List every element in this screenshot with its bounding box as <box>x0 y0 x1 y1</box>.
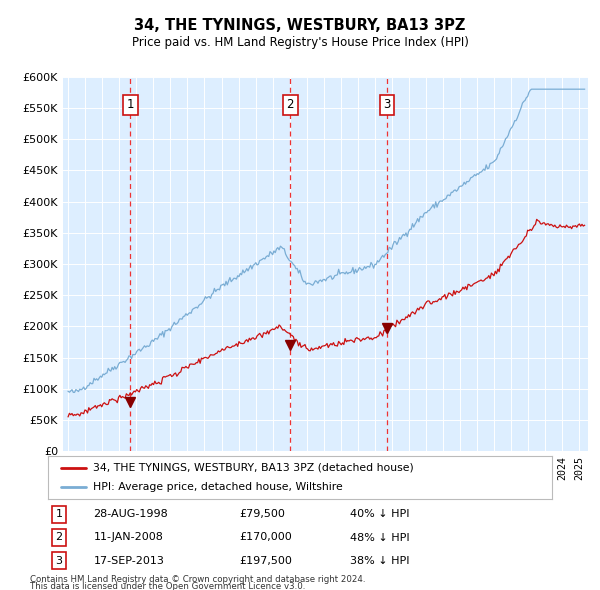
Text: 1: 1 <box>127 99 134 112</box>
Text: Price paid vs. HM Land Registry's House Price Index (HPI): Price paid vs. HM Land Registry's House … <box>131 36 469 49</box>
Text: 48% ↓ HPI: 48% ↓ HPI <box>350 533 410 542</box>
Text: 38% ↓ HPI: 38% ↓ HPI <box>350 556 410 566</box>
Text: £170,000: £170,000 <box>239 533 292 542</box>
Text: HPI: Average price, detached house, Wiltshire: HPI: Average price, detached house, Wilt… <box>94 482 343 492</box>
Text: Contains HM Land Registry data © Crown copyright and database right 2024.: Contains HM Land Registry data © Crown c… <box>30 575 365 584</box>
Text: 2: 2 <box>56 533 62 542</box>
Text: This data is licensed under the Open Government Licence v3.0.: This data is licensed under the Open Gov… <box>30 582 305 590</box>
Text: 1: 1 <box>56 509 62 519</box>
Text: 34, THE TYNINGS, WESTBURY, BA13 3PZ (detached house): 34, THE TYNINGS, WESTBURY, BA13 3PZ (det… <box>94 463 414 473</box>
Text: £197,500: £197,500 <box>239 556 292 566</box>
Text: 3: 3 <box>56 556 62 566</box>
Text: 3: 3 <box>383 99 391 112</box>
Text: 17-SEP-2013: 17-SEP-2013 <box>94 556 164 566</box>
Text: 2: 2 <box>286 99 294 112</box>
Text: 28-AUG-1998: 28-AUG-1998 <box>94 509 168 519</box>
Text: 40% ↓ HPI: 40% ↓ HPI <box>350 509 410 519</box>
Text: £79,500: £79,500 <box>239 509 286 519</box>
Text: 34, THE TYNINGS, WESTBURY, BA13 3PZ: 34, THE TYNINGS, WESTBURY, BA13 3PZ <box>134 18 466 33</box>
Text: 11-JAN-2008: 11-JAN-2008 <box>94 533 163 542</box>
